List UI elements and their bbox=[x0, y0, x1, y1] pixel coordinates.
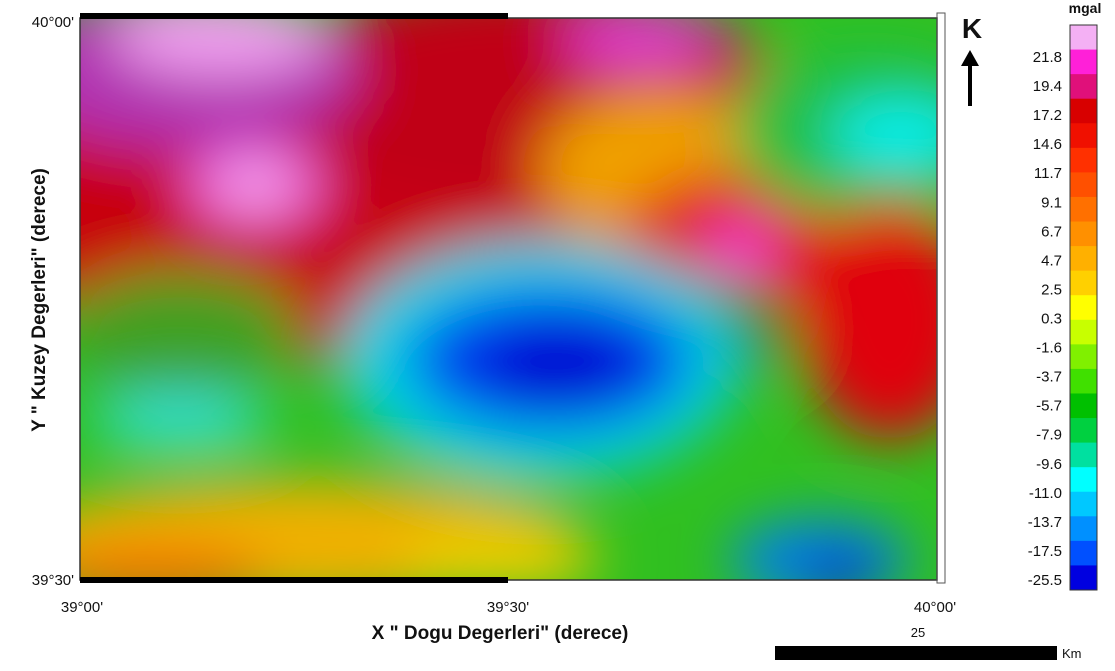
x-tick-label: 39°30' bbox=[487, 599, 529, 616]
colorbar-label: -25.5 bbox=[1028, 572, 1062, 589]
scale-bar bbox=[775, 646, 1057, 660]
colorbar-swatch bbox=[1070, 492, 1097, 517]
colorbar: 21.8 19.4 17.2 14.6 11.7 9.1 6.7 4.7 2.5 0.3 -1.6 -… bbox=[1028, 25, 1097, 591]
colorbar-label: 11.7 bbox=[1034, 165, 1062, 182]
colorbar-swatch bbox=[1070, 25, 1097, 50]
colorbar-label: -7.9 bbox=[1036, 427, 1062, 444]
map-figure: 40°00' 39°30' 39°00' 39°30' 40°00' X " D… bbox=[0, 0, 1115, 666]
frame-bar bbox=[80, 577, 508, 583]
colorbar-unit: mgal bbox=[1069, 0, 1102, 16]
colorbar-swatch bbox=[1070, 393, 1097, 418]
colorbar-label: 14.6 bbox=[1033, 136, 1062, 153]
colorbar-swatch bbox=[1070, 443, 1097, 468]
colorbar-label: 9.1 bbox=[1041, 194, 1062, 211]
scale-distance: 25 bbox=[911, 625, 925, 640]
y-axis-label: Y " Kuzey Degerleri" (derece) bbox=[29, 168, 50, 432]
colorbar-swatch bbox=[1070, 369, 1097, 394]
colorbar-swatch bbox=[1070, 271, 1097, 296]
colorbar-swatch bbox=[1070, 344, 1097, 369]
colorbar-label: 0.3 bbox=[1041, 311, 1062, 328]
colorbar-label: -1.6 bbox=[1036, 340, 1062, 357]
colorbar-swatch bbox=[1070, 222, 1097, 247]
colorbar-swatch bbox=[1070, 320, 1097, 345]
colorbar-swatch bbox=[1070, 148, 1097, 173]
colorbar-swatch bbox=[1070, 565, 1097, 590]
north-arrowhead bbox=[961, 50, 979, 66]
colorbar-label: -3.7 bbox=[1036, 369, 1062, 386]
colorbar-label: 19.4 bbox=[1033, 78, 1062, 95]
x-tick-label: 40°00' bbox=[914, 599, 956, 616]
colorbar-label: 2.5 bbox=[1041, 281, 1062, 298]
colorbar-swatch bbox=[1070, 50, 1097, 75]
colorbar-swatch bbox=[1070, 197, 1097, 222]
y-tick-label: 39°30' bbox=[32, 572, 74, 589]
colorbar-swatch bbox=[1070, 541, 1097, 566]
colorbar-label: 17.2 bbox=[1033, 107, 1062, 124]
north-label: K bbox=[962, 13, 982, 44]
frame-bar bbox=[80, 13, 508, 19]
colorbar-swatch bbox=[1070, 246, 1097, 271]
gravity-map bbox=[0, 0, 1010, 605]
colorbar-label: -17.5 bbox=[1028, 543, 1062, 560]
colorbar-swatch bbox=[1070, 172, 1097, 197]
colorbar-swatch bbox=[1070, 99, 1097, 124]
x-axis-label: X " Dogu Degerleri" (derece) bbox=[372, 623, 629, 644]
colorbar-swatch bbox=[1070, 516, 1097, 541]
frame-bar bbox=[937, 13, 945, 583]
colorbar-label: -11.0 bbox=[1029, 485, 1062, 502]
y-tick-label: 40°00' bbox=[32, 14, 74, 31]
colorbar-label: -13.7 bbox=[1028, 514, 1062, 531]
colorbar-label: 6.7 bbox=[1041, 223, 1062, 240]
x-tick-label: 39°00' bbox=[61, 599, 103, 616]
colorbar-swatch bbox=[1070, 418, 1097, 443]
colorbar-label: -5.7 bbox=[1036, 398, 1062, 415]
colorbar-swatch bbox=[1070, 123, 1097, 148]
colorbar-label: -9.6 bbox=[1036, 456, 1062, 473]
colorbar-label: 21.8 bbox=[1033, 49, 1062, 66]
colorbar-swatch bbox=[1070, 74, 1097, 99]
colorbar-label: 4.7 bbox=[1041, 252, 1062, 269]
scale-unit: Km bbox=[1062, 646, 1082, 661]
colorbar-swatch bbox=[1070, 295, 1097, 320]
colorbar-swatch bbox=[1070, 467, 1097, 492]
